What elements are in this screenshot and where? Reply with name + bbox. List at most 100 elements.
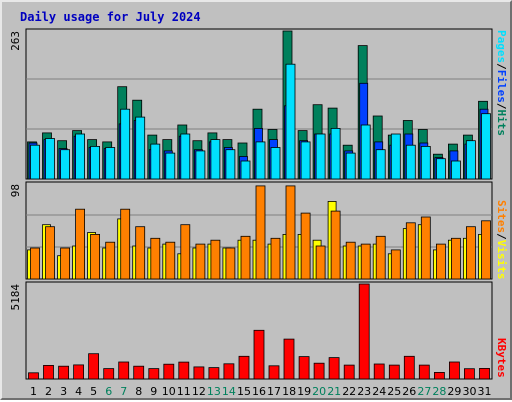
pages-bar-8 bbox=[135, 116, 146, 180]
legend-sites: Sites bbox=[495, 200, 508, 233]
sites-bar-17 bbox=[270, 237, 281, 280]
legend-top: Pages/Files/Hits bbox=[495, 30, 508, 136]
kbytes-bar-21 bbox=[328, 357, 340, 380]
pages-bar-20 bbox=[315, 133, 326, 180]
pages-bar-13 bbox=[210, 139, 221, 180]
sites-bar-15 bbox=[240, 235, 251, 280]
kbytes-bar-12 bbox=[193, 366, 205, 380]
kbytes-bar-2 bbox=[43, 364, 54, 380]
sites-bar-8 bbox=[135, 226, 146, 280]
sites-bar-9 bbox=[150, 237, 161, 280]
pages-bar-7 bbox=[120, 108, 131, 180]
kbytes-bar-1 bbox=[28, 372, 39, 380]
kbytes-bar-15 bbox=[238, 355, 250, 380]
day-label-19: 19 bbox=[297, 385, 311, 398]
pages-bar-19 bbox=[300, 141, 311, 180]
sites-bar-30 bbox=[465, 226, 476, 280]
chart-title: Daily usage for July 2024 bbox=[20, 10, 201, 24]
pages-bar-25 bbox=[390, 133, 401, 180]
kbytes-bar-25 bbox=[388, 364, 400, 380]
sites-bar-26 bbox=[405, 222, 416, 280]
sites-bar-3 bbox=[60, 247, 70, 280]
legend-files: Files bbox=[495, 70, 508, 103]
kbytes-bar-28 bbox=[433, 371, 445, 380]
pages-bar-30 bbox=[465, 140, 476, 180]
day-label-9: 9 bbox=[150, 385, 157, 398]
sites-bar-28 bbox=[435, 243, 446, 280]
legend-visits: Visits bbox=[495, 240, 508, 280]
y-max-label-2: 98 bbox=[9, 184, 22, 197]
day-label-26: 26 bbox=[402, 385, 416, 398]
kbytes-bar-22 bbox=[343, 364, 355, 380]
pages-bar-11 bbox=[180, 133, 191, 180]
legend-hits: Hits bbox=[495, 110, 508, 137]
sites-bar-14 bbox=[225, 247, 236, 280]
kbytes-bar-5 bbox=[88, 353, 99, 380]
kbytes-bar-19 bbox=[298, 356, 310, 380]
kbytes-bar-20 bbox=[313, 362, 325, 380]
sites-bar-19 bbox=[300, 212, 311, 280]
kbytes-bar-7 bbox=[118, 361, 130, 380]
day-label-28: 28 bbox=[432, 385, 446, 398]
sites-bar-4 bbox=[75, 208, 85, 280]
sites-bar-21 bbox=[330, 210, 341, 280]
day-label-1: 1 bbox=[30, 385, 37, 398]
sites-bar-27 bbox=[420, 216, 431, 280]
kbytes-bar-11 bbox=[178, 361, 190, 380]
sites-bar-16 bbox=[255, 185, 266, 280]
kbytes-bar-6 bbox=[103, 368, 115, 380]
pages-bar-22 bbox=[345, 152, 356, 180]
sites-bar-25 bbox=[390, 249, 401, 280]
kbytes-bar-24 bbox=[373, 363, 385, 380]
legend-separator: / bbox=[495, 63, 508, 70]
pages-bar-12 bbox=[195, 150, 206, 180]
pages-bar-18 bbox=[285, 63, 296, 180]
day-label-18: 18 bbox=[282, 385, 296, 398]
day-label-25: 25 bbox=[387, 385, 401, 398]
pages-bar-5 bbox=[90, 145, 100, 180]
pages-bar-21 bbox=[330, 128, 341, 180]
legend-separator: / bbox=[495, 103, 508, 110]
day-label-31: 31 bbox=[478, 385, 492, 398]
pages-bar-24 bbox=[375, 149, 386, 180]
day-label-23: 23 bbox=[357, 385, 371, 398]
kbytes-bar-4 bbox=[73, 364, 84, 380]
legend-kbytes: KBytes bbox=[495, 338, 508, 378]
kbytes-bar-16 bbox=[253, 329, 265, 380]
sites-bar-29 bbox=[450, 237, 461, 280]
day-label-6: 6 bbox=[105, 385, 112, 398]
sites-bar-23 bbox=[360, 243, 371, 280]
day-label-30: 30 bbox=[463, 385, 477, 398]
day-label-27: 27 bbox=[417, 385, 431, 398]
pages-bar-17 bbox=[270, 147, 281, 180]
day-label-13: 13 bbox=[207, 385, 221, 398]
sites-bar-20 bbox=[315, 245, 326, 280]
kbytes-bar-9 bbox=[148, 368, 160, 380]
kbytes-bar-10 bbox=[163, 363, 175, 380]
day-label-10: 10 bbox=[162, 385, 176, 398]
day-label-20: 20 bbox=[312, 385, 326, 398]
legend-separator: / bbox=[495, 233, 508, 240]
sites-bar-18 bbox=[285, 185, 296, 280]
pages-bar-1 bbox=[30, 144, 40, 180]
day-label-7: 7 bbox=[120, 385, 127, 398]
sites-bar-22 bbox=[345, 241, 356, 280]
sites-bar-7 bbox=[120, 208, 131, 280]
day-label-11: 11 bbox=[177, 385, 191, 398]
sites-bar-11 bbox=[180, 224, 191, 280]
legend-bottom: KBytes bbox=[495, 338, 508, 378]
day-label-22: 22 bbox=[342, 385, 356, 398]
day-label-2: 2 bbox=[45, 385, 52, 398]
day-label-3: 3 bbox=[60, 385, 67, 398]
pages-bar-29 bbox=[450, 160, 461, 180]
day-label-4: 4 bbox=[75, 385, 82, 398]
sites-bar-2 bbox=[45, 226, 55, 280]
sites-bar-12 bbox=[195, 243, 206, 280]
kbytes-bar-30 bbox=[463, 368, 475, 380]
legend-middle: Sites/Visits bbox=[495, 200, 508, 280]
day-label-5: 5 bbox=[90, 385, 97, 398]
kbytes-bar-13 bbox=[208, 367, 220, 380]
kbytes-bar-3 bbox=[58, 365, 69, 380]
sites-bar-31 bbox=[481, 220, 491, 280]
